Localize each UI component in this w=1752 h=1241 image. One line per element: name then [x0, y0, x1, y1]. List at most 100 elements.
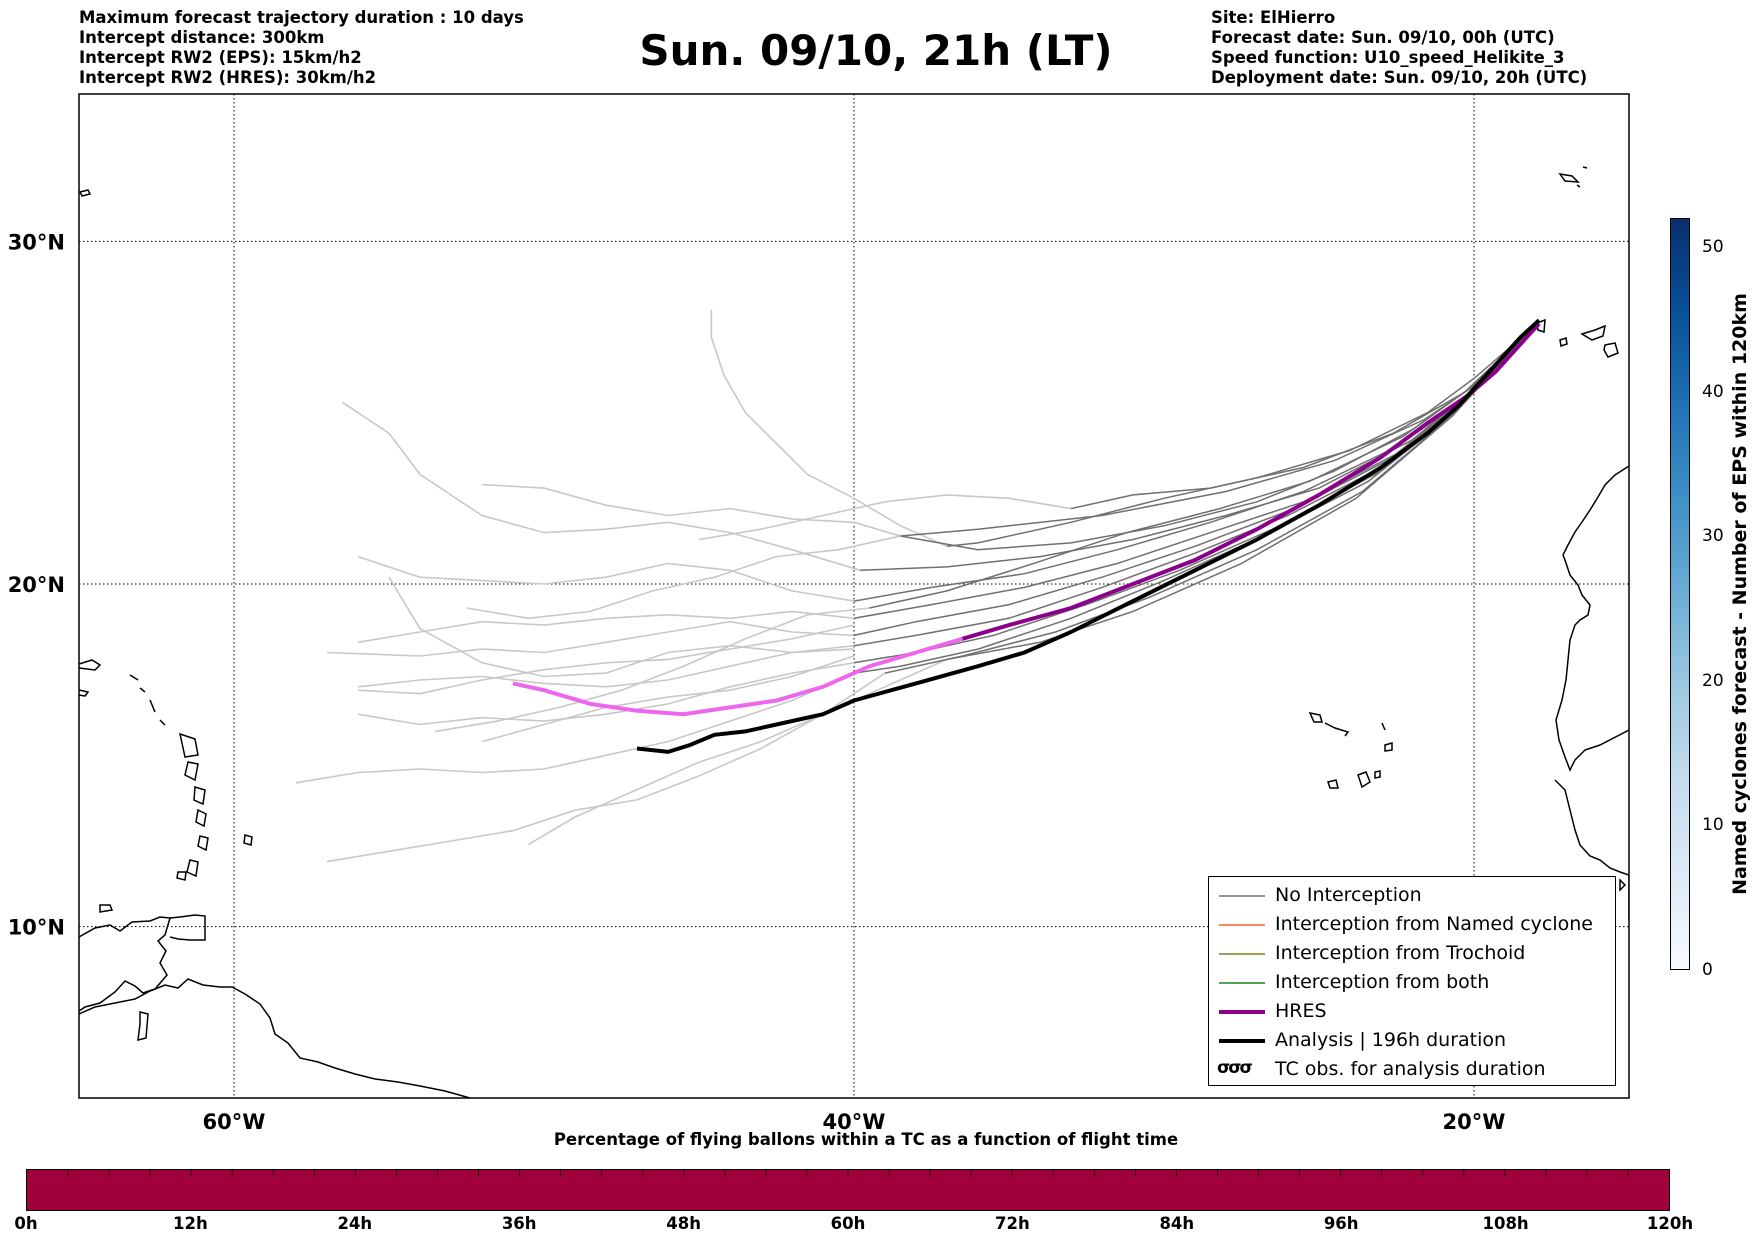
eps-track-early	[295, 672, 855, 784]
eps-track	[853, 329, 1531, 637]
right-colorbar-tick: 10	[1702, 815, 1724, 836]
antilles-island	[243, 834, 253, 846]
intercept-hres-text: Intercept RW2 (HRES): 30km/h2	[79, 68, 377, 87]
eps-track-early	[435, 607, 870, 733]
analysis-track	[636, 318, 1541, 754]
eps-track-early	[528, 658, 948, 846]
intercept-eps-text: Intercept RW2 (EPS): 15km/h2	[79, 48, 362, 67]
cape-verde-islands	[1327, 779, 1339, 789]
legend-swatch	[1219, 1039, 1265, 1043]
cape-verde-islands	[1374, 770, 1381, 779]
eps-track-early	[481, 483, 901, 537]
cape-verde-islands	[1308, 711, 1323, 723]
bottom-colorbar-title: Percentage of flying ballons within a TC…	[553, 1130, 1179, 1149]
canary-islands	[1603, 342, 1619, 358]
bottom-colorbar-tick: 0h	[14, 1214, 38, 1233]
caribbean-island	[79, 689, 90, 697]
antilles-island	[184, 761, 199, 782]
legend-item-tc-obs: σσσ TC obs. for analysis duration	[1209, 1055, 1615, 1083]
eps-track	[853, 329, 1531, 664]
right-colorbar-tick: 30	[1702, 526, 1724, 547]
legend-item-hres: HRES	[1209, 997, 1615, 1025]
eps-track-early	[710, 309, 948, 548]
bottom-colorbar-band	[27, 1170, 1669, 1210]
trajectory-tracks	[295, 309, 1541, 863]
antilles-island	[186, 859, 199, 878]
west-africa-island	[1619, 878, 1627, 892]
venezuela-coast	[169, 914, 206, 941]
legend-label: TC obs. for analysis duration	[1275, 1058, 1546, 1080]
cape-verde-islands	[1381, 722, 1393, 752]
site-text: Site: ElHierro	[1211, 8, 1336, 27]
trinidad-island	[137, 1011, 149, 1041]
west-africa-coast	[1555, 465, 1629, 772]
bottom-colorbar-tick: 24h	[337, 1214, 373, 1233]
legend-label: Interception from both	[1275, 971, 1490, 993]
bottom-colorbar-tick: 108h	[1482, 1214, 1529, 1233]
legend-swatch	[1219, 924, 1265, 926]
legend-label: Interception from Trochoid	[1275, 942, 1526, 964]
bottom-colorbar-tick: 72h	[995, 1214, 1030, 1233]
eps-track	[853, 329, 1531, 674]
eps-track-early	[357, 662, 855, 726]
canary-islands	[1559, 337, 1568, 347]
legend-label: HRES	[1275, 1000, 1327, 1022]
bottom-colorbar-tick: 84h	[1159, 1214, 1195, 1233]
eps-track-early	[698, 494, 1072, 541]
lon-tick-label: 40°W	[823, 1110, 886, 1134]
max-duration-text: Maximum forecast trajectory duration : 1…	[79, 8, 524, 27]
legend-swatch	[1219, 982, 1265, 984]
legend: No Interception Interception from Named …	[1208, 876, 1616, 1086]
legend-label: Analysis | 196h duration	[1275, 1029, 1507, 1051]
bottom-colorbar-tick: 48h	[666, 1214, 701, 1233]
bottom-colorbar-tick: 36h	[501, 1214, 537, 1233]
right-colorbar-tick: 20	[1702, 670, 1724, 691]
eps-track-early	[357, 555, 855, 602]
eps-track-early	[388, 576, 855, 678]
antilles-island	[197, 835, 209, 852]
legend-swatch	[1219, 953, 1265, 955]
lat-tick-label: 10°N	[8, 916, 65, 940]
coastlines	[79, 166, 1629, 1098]
right-colorbar-tick: 0	[1702, 960, 1713, 980]
antilles-island	[178, 732, 199, 758]
eps-track	[853, 329, 1531, 647]
lon-tick-label: 60°W	[203, 1110, 266, 1134]
legend-item-named-cyclone: Interception from Named cyclone	[1209, 910, 1615, 938]
eps-track-early	[466, 535, 901, 620]
forecast-date-text: Forecast date: Sun. 09/10, 00h (UTC)	[1211, 28, 1555, 47]
caribbean-island	[79, 189, 92, 197]
eps-track-early	[357, 610, 855, 644]
page-title: Sun. 09/10, 21h (LT)	[639, 26, 1113, 75]
cape-verde-islands	[1357, 771, 1371, 789]
hres-track	[961, 322, 1541, 641]
antilles-island	[176, 871, 187, 881]
legend-swatch	[1219, 1010, 1265, 1014]
west-africa-coast-south	[1554, 779, 1629, 920]
bottom-colorbar-tick: 120h	[1646, 1214, 1694, 1233]
deployment-date-text: Deployment date: Sun. 09/10, 20h (UTC)	[1211, 68, 1588, 87]
map-tick-labels: 60°W 40°W 20°W 30°N 20°N 10°N	[8, 230, 1506, 1134]
eps-track	[946, 329, 1531, 548]
bottom-colorbar-tick: 60h	[830, 1214, 866, 1233]
hres-track-early	[512, 636, 964, 717]
bottom-colorbar-tick: 12h	[173, 1214, 208, 1233]
bottom-colorbar	[26, 1169, 1670, 1211]
eps-track-early	[357, 644, 855, 688]
legend-item-trochoid: Interception from Trochoid	[1209, 939, 1615, 967]
header-left: Maximum forecast trajectory duration : 1…	[79, 8, 524, 88]
legend-label: Interception from Named cyclone	[1275, 913, 1593, 935]
eps-track	[860, 329, 1531, 572]
speed-function-text: Speed function: U10_speed_Helikite_3	[1211, 48, 1565, 67]
canary-islands	[1580, 324, 1607, 341]
lat-tick-label: 30°N	[8, 230, 65, 254]
lat-tick-label: 20°N	[8, 573, 65, 597]
eps-track	[946, 329, 1531, 661]
right-colorbar-tick: 50	[1702, 236, 1724, 257]
legend-item-analysis: Analysis | 196h duration	[1209, 1026, 1615, 1054]
right-colorbar-tick: 40	[1702, 381, 1724, 402]
eps-track	[900, 329, 1531, 551]
bottom-colorbar-fill	[27, 1170, 1669, 1210]
cape-verde-islands	[1324, 722, 1350, 737]
